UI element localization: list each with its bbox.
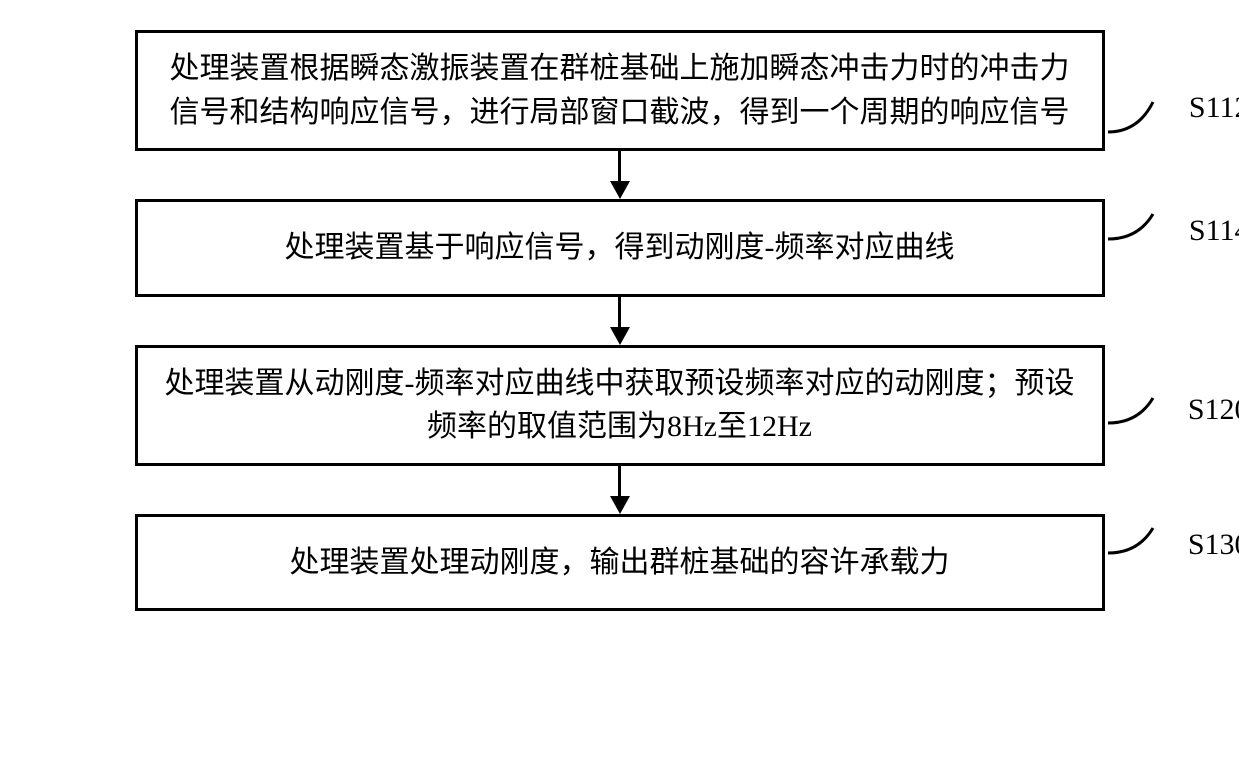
- arrow-shaft-2: [618, 297, 621, 327]
- label-connector-3: [1108, 393, 1168, 433]
- arrow-head-1: [610, 181, 630, 199]
- step-label-s120: S120: [1188, 393, 1239, 427]
- step-box-s114: 处理装置基于响应信号，得到动刚度-频率对应曲线: [135, 199, 1105, 297]
- label-connector-2: [1108, 209, 1168, 249]
- step-row-1: 处理装置根据瞬态激振装置在群桩基础上施加瞬态冲击力时的冲击力信号和结构响应信号，…: [135, 30, 1105, 151]
- step-box-s130: 处理装置处理动刚度，输出群桩基础的容许承载力: [135, 514, 1105, 612]
- arrow-shaft-3: [618, 466, 621, 496]
- arrow-head-2: [610, 327, 630, 345]
- arrow-head-3: [610, 496, 630, 514]
- step-label-s130: S130: [1188, 528, 1239, 562]
- arrow-shaft-1: [618, 151, 621, 181]
- flowchart-container: 处理装置根据瞬态激振装置在群桩基础上施加瞬态冲击力时的冲击力信号和结构响应信号，…: [0, 30, 1239, 611]
- arrow-2: [610, 297, 630, 345]
- arrow-1: [610, 151, 630, 199]
- step-row-2: 处理装置基于响应信号，得到动刚度-频率对应曲线 S114: [135, 199, 1105, 297]
- step-row-3: 处理装置从动刚度-频率对应曲线中获取预设频率对应的动刚度；预设频率的取值范围为8…: [135, 345, 1105, 466]
- step-box-s112: 处理装置根据瞬态激振装置在群桩基础上施加瞬态冲击力时的冲击力信号和结构响应信号，…: [135, 30, 1105, 151]
- step-row-4: 处理装置处理动刚度，输出群桩基础的容许承载力 S130: [135, 514, 1105, 612]
- step-label-s112: S112: [1189, 91, 1239, 125]
- step-label-s114: S114: [1189, 214, 1239, 248]
- label-connector-4: [1108, 523, 1168, 563]
- step-box-s120: 处理装置从动刚度-频率对应曲线中获取预设频率对应的动刚度；预设频率的取值范围为8…: [135, 345, 1105, 466]
- label-connector-1: [1108, 97, 1168, 137]
- arrow-3: [610, 466, 630, 514]
